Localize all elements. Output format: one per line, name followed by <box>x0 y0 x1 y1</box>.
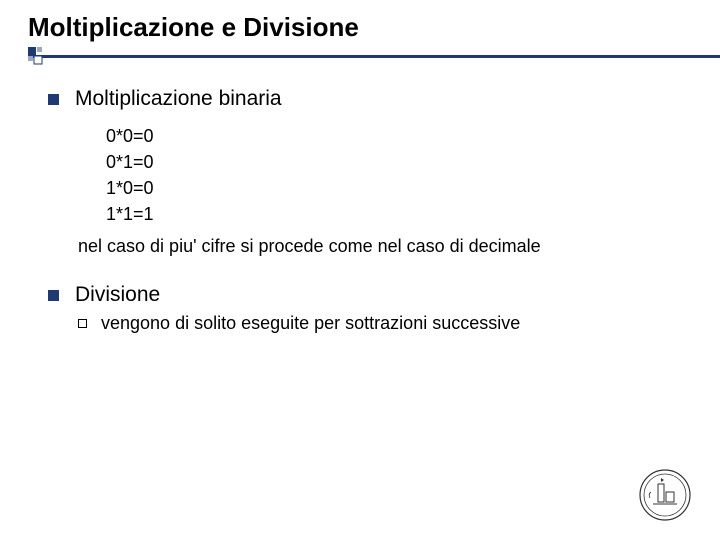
rule-line: 1*0=0 <box>106 175 720 201</box>
corner-squares-icon <box>28 47 54 67</box>
hollow-square-bullet-icon <box>78 319 87 328</box>
square-bullet-icon <box>48 290 59 301</box>
section-heading: Moltiplicazione binaria <box>75 87 282 111</box>
seal-logo-icon <box>638 468 692 522</box>
division-text: vengono di solito eseguite per sottrazio… <box>101 313 520 334</box>
multiplication-rules: 0*0=0 0*1=0 1*0=0 1*1=1 <box>48 117 720 233</box>
section-division: Divisione <box>48 283 720 307</box>
section-heading: Divisione <box>75 283 160 307</box>
slide-title: Moltiplicazione e Divisione <box>0 0 720 43</box>
rule-line: 0*0=0 <box>106 123 720 149</box>
square-bullet-icon <box>48 94 59 105</box>
rule-line: 0*1=0 <box>106 149 720 175</box>
section-multiplication: Moltiplicazione binaria <box>48 87 720 111</box>
title-rule <box>0 47 720 67</box>
division-subitem: vengono di solito eseguite per sottrazio… <box>48 313 720 334</box>
multiplication-note: nel caso di piu' cifre si procede come n… <box>48 233 720 265</box>
content-body: Moltiplicazione binaria 0*0=0 0*1=0 1*0=… <box>0 67 720 334</box>
rule-line: 1*1=1 <box>106 201 720 227</box>
